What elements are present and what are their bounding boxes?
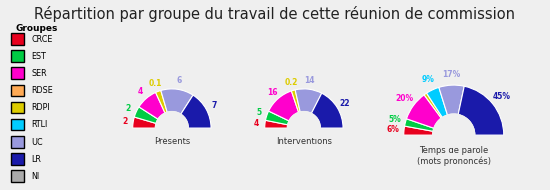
Text: 16: 16 <box>267 88 278 97</box>
Text: 0.2: 0.2 <box>284 78 298 87</box>
Text: 22: 22 <box>339 99 350 108</box>
Text: 9%: 9% <box>421 75 434 84</box>
Text: RDPI: RDPI <box>31 103 50 112</box>
Wedge shape <box>427 87 448 117</box>
Text: Interventions: Interventions <box>276 137 332 146</box>
Wedge shape <box>311 93 343 128</box>
Text: SER: SER <box>31 69 47 78</box>
Text: 4: 4 <box>138 87 143 97</box>
Wedge shape <box>292 90 300 112</box>
Text: NI: NI <box>31 172 40 181</box>
Wedge shape <box>265 120 288 128</box>
FancyBboxPatch shape <box>11 67 24 79</box>
Text: LR: LR <box>31 155 41 164</box>
Text: Présents: Présents <box>154 137 190 146</box>
Wedge shape <box>133 117 156 128</box>
Wedge shape <box>156 90 167 113</box>
Text: EST: EST <box>31 52 46 61</box>
Wedge shape <box>424 93 442 118</box>
Wedge shape <box>266 111 289 125</box>
FancyBboxPatch shape <box>11 119 24 131</box>
FancyBboxPatch shape <box>11 136 24 148</box>
Circle shape <box>433 114 475 156</box>
Text: Groupes: Groupes <box>15 24 58 33</box>
FancyBboxPatch shape <box>11 85 24 96</box>
Wedge shape <box>161 89 193 114</box>
Text: Répartition par groupe du travail de cette réunion de commission: Répartition par groupe du travail de cet… <box>35 6 515 22</box>
Text: 2: 2 <box>122 117 127 126</box>
FancyBboxPatch shape <box>11 50 24 62</box>
Text: 7: 7 <box>211 101 217 110</box>
Text: 6%: 6% <box>387 125 399 134</box>
Text: 5%: 5% <box>388 115 401 124</box>
Text: RTLI: RTLI <box>31 120 48 129</box>
Text: 2: 2 <box>126 104 131 113</box>
Wedge shape <box>295 89 322 113</box>
FancyBboxPatch shape <box>11 33 24 45</box>
Wedge shape <box>458 86 504 135</box>
Wedge shape <box>406 95 441 128</box>
Text: CRCE: CRCE <box>31 35 53 44</box>
Circle shape <box>288 112 320 145</box>
Wedge shape <box>134 107 158 124</box>
Text: 5: 5 <box>256 108 261 117</box>
Text: RDSE: RDSE <box>31 86 53 95</box>
Text: 20%: 20% <box>395 94 414 103</box>
Text: Temps de parole
(mots prononcés): Temps de parole (mots prononcés) <box>417 146 491 166</box>
Text: 0.1: 0.1 <box>148 79 162 88</box>
Wedge shape <box>405 119 434 131</box>
FancyBboxPatch shape <box>11 170 24 182</box>
Wedge shape <box>139 92 165 119</box>
Text: 4: 4 <box>254 119 259 128</box>
Text: UC: UC <box>31 138 43 146</box>
Wedge shape <box>404 126 433 135</box>
Wedge shape <box>439 85 464 115</box>
Wedge shape <box>181 95 211 128</box>
FancyBboxPatch shape <box>11 102 24 113</box>
Wedge shape <box>268 91 299 121</box>
Text: 45%: 45% <box>492 92 510 101</box>
Text: 17%: 17% <box>442 70 460 79</box>
FancyBboxPatch shape <box>11 153 24 165</box>
Text: 14: 14 <box>305 76 315 85</box>
Text: 6: 6 <box>176 76 182 85</box>
Circle shape <box>156 112 188 145</box>
